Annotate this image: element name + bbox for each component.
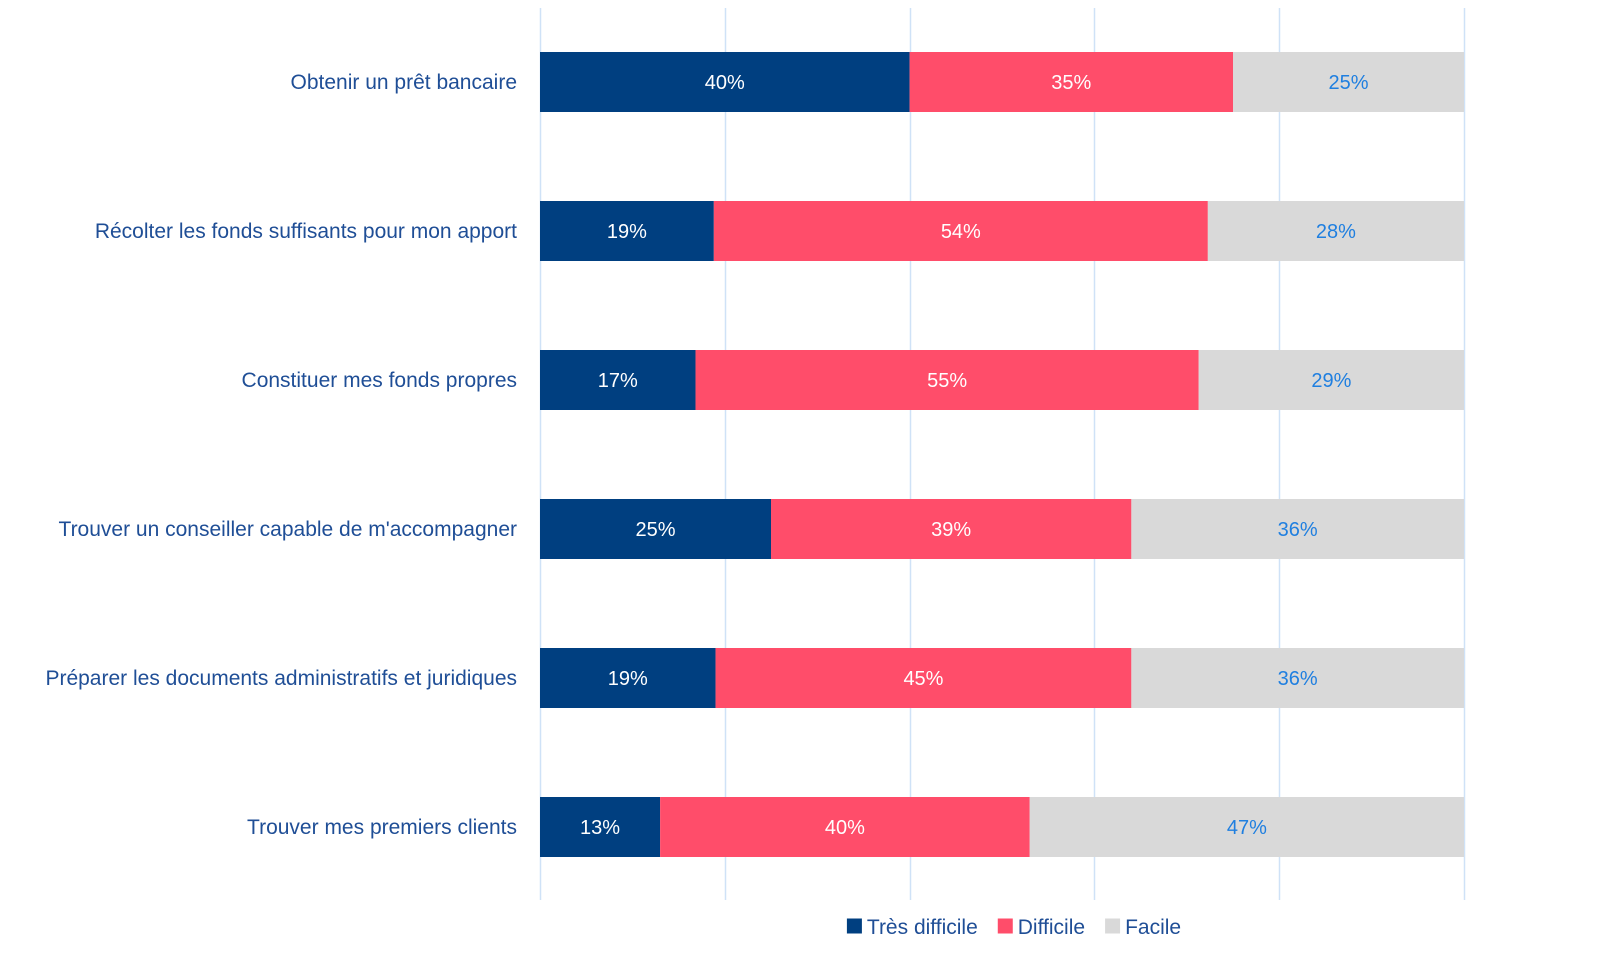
bar-segment	[540, 499, 771, 559]
category-label: Constituer mes fonds propres	[242, 369, 517, 392]
legend-swatch	[1105, 918, 1121, 934]
data-label: 25%	[635, 519, 675, 541]
bar-segment	[715, 648, 1132, 708]
bar-segment	[1131, 648, 1464, 708]
legend-label: Facile	[1125, 916, 1181, 939]
bar-segment	[695, 350, 1199, 410]
legend-label: Difficile	[1018, 916, 1085, 939]
data-label: 13%	[580, 817, 620, 839]
data-label: 36%	[1278, 668, 1318, 690]
data-label: 45%	[903, 668, 943, 690]
category-label: Trouver mes premiers clients	[247, 816, 517, 839]
bar-segment	[1233, 52, 1464, 112]
bar-segment	[540, 52, 910, 112]
bar-segment	[1198, 350, 1464, 410]
category-label: Préparer les documents administratifs et…	[45, 667, 517, 690]
bars: 40% 35% 25% 19% 54% 28% 17% 55% 29% 25% 39% 36% 19% 4…	[540, 52, 1464, 857]
data-label: 28%	[1316, 221, 1356, 243]
bar-segment	[540, 648, 716, 708]
bar-segment	[909, 52, 1233, 112]
data-label: 39%	[931, 519, 971, 541]
bar-segment	[540, 201, 714, 261]
category-label: Trouver un conseiller capable de m'accom…	[59, 518, 517, 541]
legend-swatch	[997, 918, 1013, 934]
gridlines	[539, 8, 1466, 900]
bar-segment	[1029, 797, 1464, 857]
category-label: Récolter les fonds suffisants pour mon a…	[95, 220, 517, 243]
bar-segment	[1131, 499, 1464, 559]
data-label: 36%	[1278, 519, 1318, 541]
data-label: 40%	[705, 72, 745, 94]
category-labels: Obtenir un prêt bancaire Récolter les fon…	[45, 71, 517, 839]
data-label: 40%	[825, 817, 865, 839]
data-label: 47%	[1227, 817, 1267, 839]
category-label: Obtenir un prêt bancaire	[291, 71, 517, 94]
data-label: 25%	[1328, 72, 1368, 94]
bar-segment	[540, 797, 661, 857]
data-label: 19%	[607, 221, 647, 243]
legend-label: Très difficile	[867, 916, 978, 939]
data-label: 55%	[927, 370, 967, 392]
bar-segment	[540, 350, 696, 410]
bar-segment	[660, 797, 1030, 857]
bar-segment	[1207, 201, 1464, 261]
data-label: 54%	[941, 221, 981, 243]
legend: Très difficile Difficile Facile	[846, 916, 1181, 939]
data-label: 29%	[1311, 370, 1351, 392]
data-label: 19%	[608, 668, 648, 690]
bar-segment	[771, 499, 1132, 559]
data-label: 17%	[598, 370, 638, 392]
data-label: 35%	[1051, 72, 1091, 94]
bar-segment	[713, 201, 1208, 261]
legend-swatch	[846, 918, 862, 934]
